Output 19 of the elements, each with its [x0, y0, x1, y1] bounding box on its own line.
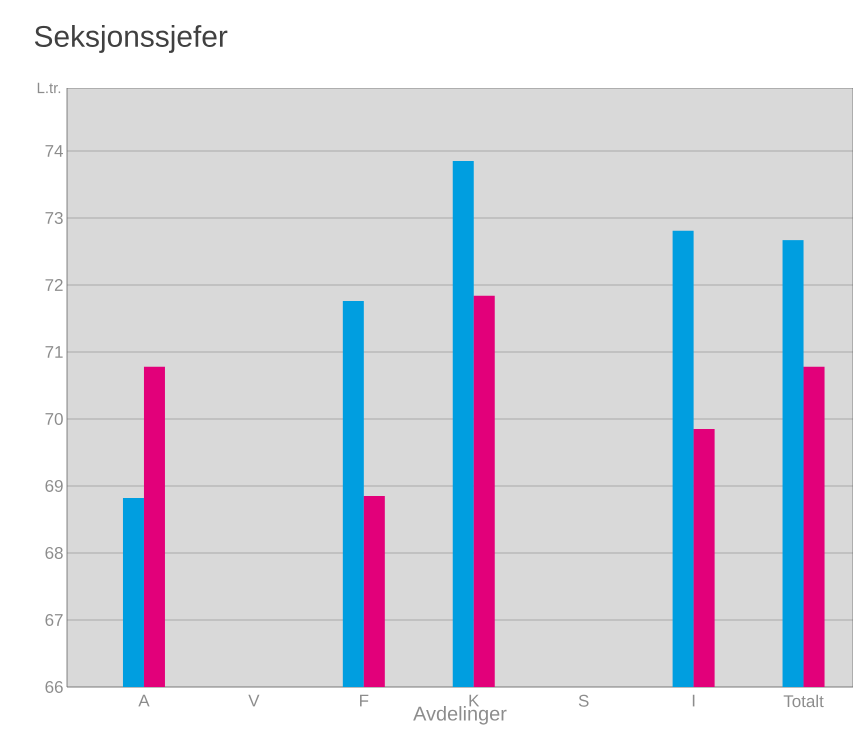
y-tick-label: 72: [46, 279, 63, 291]
chart-title: Seksjonssjefer: [34, 25, 228, 53]
y-axis-title: L.tr.: [38, 82, 60, 94]
y-tick-label: 73: [46, 212, 63, 224]
x-tick-label: S: [578, 694, 589, 707]
x-tick-label: I: [692, 694, 694, 706]
y-tick-label: 67: [46, 614, 63, 626]
y-tick-label: 71: [46, 346, 63, 358]
x-tick-label: K: [469, 694, 480, 706]
y-tick-label: 70: [46, 412, 63, 425]
x-axis-title: Avdelinger: [413, 706, 507, 725]
x-tick-label: A: [138, 694, 150, 706]
y-tick-label: 66: [46, 680, 63, 693]
y-tick-label: 68: [46, 546, 63, 559]
y-tick-label: 74: [46, 145, 63, 157]
y-tick-label: 69: [46, 480, 63, 492]
x-tick-label: V: [248, 694, 260, 706]
x-tick-label: F: [360, 694, 368, 706]
x-tick-label: Totalt: [784, 694, 824, 708]
